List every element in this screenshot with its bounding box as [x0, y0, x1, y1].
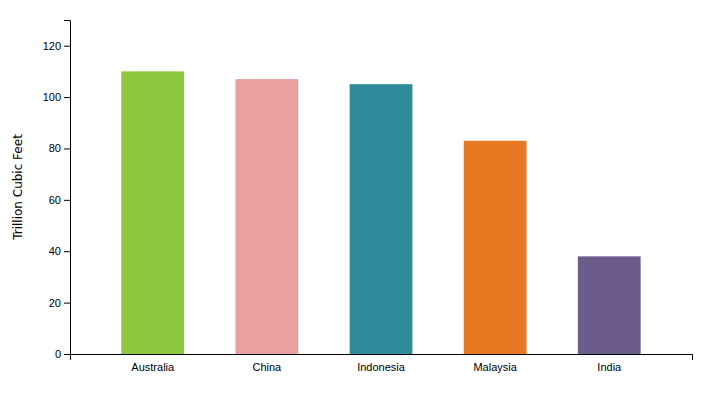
y-tick-label: 40 — [49, 245, 61, 257]
plot: 0 20 40 60 80 100 120 Australia China Indonesia Ma… — [43, 21, 693, 373]
y-tick-mark — [64, 97, 70, 98]
y-tick-mark — [64, 354, 70, 355]
bar — [121, 71, 184, 354]
chart: 0 20 40 60 80 100 120 Australia China Indonesia Ma… — [0, 0, 712, 394]
y-tick-label: 80 — [49, 142, 61, 154]
x-tick: Indonesia — [357, 361, 406, 373]
bars — [121, 71, 640, 354]
x-axis-line — [71, 355, 693, 361]
y-tick-label: 120 — [43, 40, 61, 52]
y-tick: 120 — [43, 40, 70, 52]
y-tick-mark — [64, 303, 70, 304]
bar — [464, 141, 527, 354]
x-tick-label: Australia — [131, 361, 175, 373]
y-tick-label: 100 — [43, 91, 61, 103]
y-axis-line — [64, 21, 71, 355]
x-tick: Australia — [131, 361, 175, 373]
x-axis: Australia China Indonesia Malaysia India — [71, 355, 693, 373]
y-tick-mark — [64, 148, 70, 149]
y-tick-label: 0 — [55, 348, 61, 360]
x-tick: China — [252, 361, 282, 373]
y-tick: 60 — [49, 194, 70, 206]
bar — [578, 256, 641, 354]
y-tick: 100 — [43, 91, 70, 103]
x-tick: India — [597, 361, 622, 373]
y-tick-mark — [64, 46, 70, 47]
y-axis: 0 20 40 60 80 100 120 — [43, 21, 71, 361]
bar — [235, 79, 298, 354]
y-axis-title: Trillion Cubic Feet — [11, 134, 25, 241]
y-tick-label: 20 — [49, 297, 61, 309]
x-tick: Malaysia — [473, 361, 517, 373]
x-tick-label: India — [597, 361, 622, 373]
y-tick: 20 — [49, 297, 70, 309]
y-tick-mark — [64, 251, 70, 252]
y-tick: 40 — [49, 245, 70, 257]
x-tick-label: Indonesia — [357, 361, 406, 373]
bar — [350, 84, 413, 354]
y-tick: 0 — [55, 348, 70, 360]
x-tick-label: Malaysia — [473, 361, 517, 373]
y-tick-label: 60 — [49, 194, 61, 206]
y-tick: 80 — [49, 142, 70, 154]
y-tick-mark — [64, 200, 70, 201]
x-tick-label: China — [252, 361, 282, 373]
